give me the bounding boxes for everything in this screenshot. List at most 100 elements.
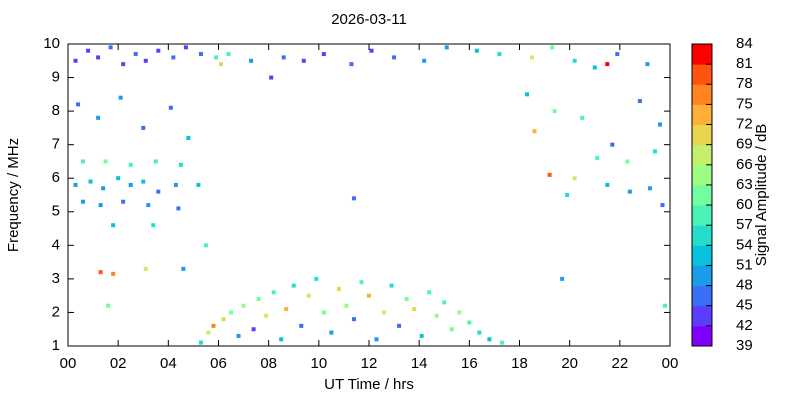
data-point	[251, 327, 256, 332]
data-point	[444, 45, 449, 50]
data-point	[203, 243, 208, 248]
colorbar-tick-label: 75	[736, 95, 753, 112]
data-point	[128, 182, 133, 187]
data-point	[605, 182, 610, 187]
data-point	[156, 189, 161, 194]
data-point	[662, 303, 667, 308]
data-point	[605, 62, 610, 67]
data-point	[497, 52, 502, 57]
data-point	[118, 95, 123, 100]
data-point	[271, 290, 276, 295]
data-point	[186, 135, 191, 140]
data-point	[116, 176, 121, 181]
data-point	[281, 55, 286, 60]
colorbar-band	[692, 44, 712, 65]
colorbar-tick-label: 60	[736, 196, 753, 213]
data-point	[321, 310, 326, 315]
data-point	[146, 203, 151, 208]
data-point	[236, 333, 241, 338]
data-point	[143, 58, 148, 63]
data-point	[269, 75, 274, 80]
data-point	[595, 156, 600, 161]
data-point	[98, 270, 103, 275]
colorbar-tick-label: 45	[736, 297, 753, 314]
x-tick-label: 22	[611, 355, 628, 372]
y-tick-label: 8	[52, 102, 60, 119]
data-point	[627, 189, 632, 194]
y-tick-label: 4	[52, 236, 60, 253]
data-point	[422, 58, 427, 63]
data-point	[336, 286, 341, 291]
colorbar-tick-label: 48	[736, 277, 753, 294]
colorbar-tick-label: 63	[736, 176, 753, 193]
data-point	[178, 162, 183, 167]
data-point	[397, 323, 402, 328]
x-tick-label: 00	[662, 355, 679, 372]
x-axis-label: UT Time / hrs	[324, 376, 414, 393]
chart-title: 2026-03-11	[331, 11, 407, 28]
data-point	[374, 337, 379, 342]
x-tick-label: 14	[411, 355, 428, 372]
data-point	[382, 310, 387, 315]
data-point	[141, 179, 146, 184]
data-point	[404, 297, 409, 302]
x-tick-label: 16	[461, 355, 478, 372]
data-point	[291, 283, 296, 288]
colorbar-frame	[691, 43, 713, 347]
data-point	[525, 92, 530, 97]
colorbar-tick-label: 51	[736, 256, 753, 273]
data-point	[457, 310, 462, 315]
data-point	[647, 186, 652, 191]
colorbar-band	[692, 184, 712, 206]
colorbar-band	[692, 124, 712, 146]
data-point	[351, 196, 356, 201]
data-point	[477, 330, 482, 335]
data-point	[552, 109, 557, 114]
data-point	[359, 280, 364, 285]
plot-area	[73, 45, 667, 345]
data-point	[183, 45, 188, 50]
data-point	[434, 313, 439, 318]
data-point	[121, 199, 126, 204]
data-point	[351, 317, 356, 322]
x-tick-label: 00	[60, 355, 77, 372]
data-point	[637, 99, 642, 104]
colorbar-tick-label: 66	[736, 156, 753, 173]
colorbar-band	[692, 265, 712, 287]
colorbar-tick-label: 42	[736, 317, 753, 334]
data-point	[196, 182, 201, 187]
data-point	[211, 323, 216, 328]
x-tick-label: 10	[310, 355, 327, 372]
data-point	[615, 52, 620, 57]
data-point	[128, 162, 133, 167]
data-point	[657, 122, 662, 127]
data-point	[103, 159, 108, 164]
data-point	[419, 333, 424, 338]
data-point	[306, 293, 311, 298]
data-point	[442, 300, 447, 305]
data-point	[449, 327, 454, 332]
colorbar-tick-label: 54	[736, 236, 753, 253]
data-point	[81, 159, 86, 164]
x-tick-label: 04	[160, 355, 177, 372]
data-point	[143, 266, 148, 271]
colorbar-band	[692, 245, 712, 266]
data-point	[229, 310, 234, 315]
data-point	[173, 182, 178, 187]
y-tick-label: 5	[52, 203, 60, 220]
data-point	[176, 206, 181, 211]
colorbar-band	[692, 205, 712, 226]
data-point	[301, 58, 306, 63]
data-point	[314, 276, 319, 281]
data-point	[367, 293, 371, 298]
colorbar-tick-label: 69	[736, 136, 753, 153]
data-point	[389, 283, 394, 288]
data-point	[349, 62, 354, 67]
data-point	[592, 65, 597, 70]
data-point	[264, 313, 269, 318]
colorbar-tick-label: 84	[736, 35, 753, 52]
data-point	[198, 340, 203, 345]
data-point	[321, 52, 326, 57]
data-point	[133, 52, 138, 57]
data-point	[412, 307, 417, 312]
